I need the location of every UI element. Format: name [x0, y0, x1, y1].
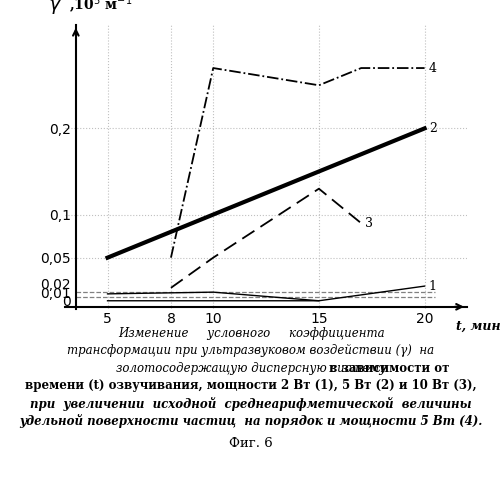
Text: золотосодержащую дисперсную систему: золотосодержащую дисперсную систему — [116, 362, 385, 375]
Text: удельной поверхности частиц  на порядок и мощности 5 Вт (4).: удельной поверхности частиц на порядок и… — [19, 414, 482, 428]
Text: при  увеличении  исходной  среднеарифметической  величины: при увеличении исходной среднеарифметиче… — [30, 397, 471, 411]
Text: трансформации при ультразвуковом воздействии (γ)  на: трансформации при ультразвуковом воздейс… — [67, 344, 434, 357]
Text: t, мин: t, мин — [455, 320, 500, 333]
Text: 2: 2 — [428, 122, 436, 135]
Text: в зависимости от: в зависимости от — [328, 362, 448, 375]
Text: 3: 3 — [365, 217, 373, 230]
Text: 4: 4 — [428, 61, 436, 74]
Text: Фиг. 6: Фиг. 6 — [228, 437, 273, 450]
Text: 1: 1 — [428, 279, 436, 292]
Text: времени (t) озвучивания, мощности 2 Вт (1), 5 Вт (2) и 10 Вт (3),: времени (t) озвучивания, мощности 2 Вт (… — [25, 379, 476, 392]
Text: Изменение     условного     коэффициента: Изменение условного коэффициента — [117, 327, 384, 340]
Text: ,10$^5$ м$^{-1}$: ,10$^5$ м$^{-1}$ — [69, 0, 132, 16]
Text: $\gamma$: $\gamma$ — [48, 0, 63, 16]
